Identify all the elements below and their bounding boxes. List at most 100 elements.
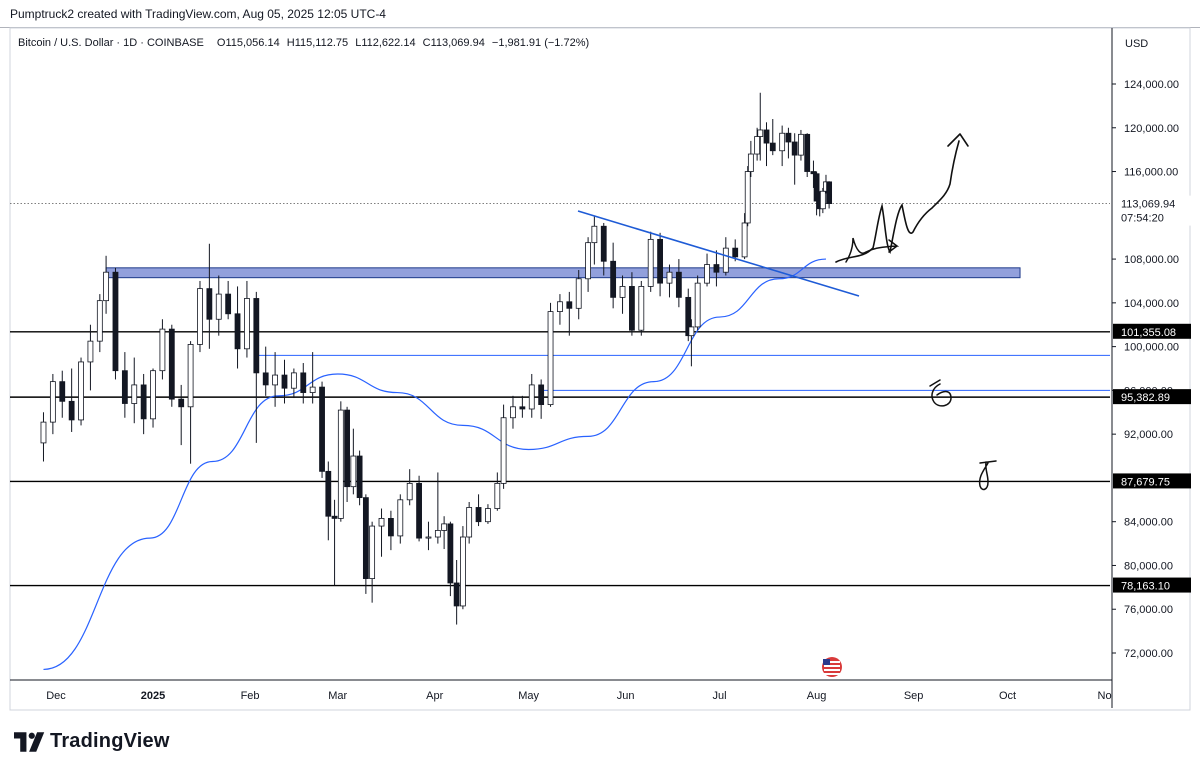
candle-73 [675, 259, 682, 308]
candle-47 [447, 521, 454, 597]
candle-body-down [319, 386, 325, 472]
candle-body-down [600, 225, 607, 262]
candle-52 [485, 504, 491, 524]
projection-arrow-head [947, 133, 969, 147]
candle-body-down [59, 381, 66, 402]
candle-body-down [362, 497, 369, 579]
candle-body-down [416, 482, 422, 539]
candle-body-up [244, 298, 250, 350]
candle-49 [459, 526, 466, 610]
candle-41 [397, 494, 404, 544]
brand[interactable]: TradingView [14, 730, 170, 753]
price-tag-bg [1113, 195, 1191, 226]
candle-body-up [49, 381, 56, 423]
candle-45 [434, 472, 441, 544]
candle-body-up [397, 499, 404, 537]
candle-body-up [131, 384, 138, 404]
candle-14 [168, 324, 175, 407]
candle-body-down [453, 582, 460, 607]
candle-17 [197, 280, 203, 353]
chart-border [9, 27, 1191, 711]
level-tag-1: 101,355.08 [1113, 323, 1191, 339]
small-arrow-scribble [845, 237, 900, 263]
low-value: 112,622.14 [361, 37, 416, 49]
footer: TradingView [0, 720, 1200, 771]
low-key: L [355, 37, 362, 49]
candle-body-down [538, 384, 545, 406]
time-tick-label: May [518, 690, 539, 702]
symbol-label[interactable]: Bitcoin / U.S. Dollar · 1D · COINBASE [18, 37, 204, 49]
candle-59 [547, 302, 554, 407]
candle-body-up [309, 386, 316, 393]
candle-11 [140, 373, 147, 435]
candle-1 [49, 373, 56, 435]
candle-4 [78, 357, 84, 426]
candle-body-down [763, 129, 770, 144]
candle-body-up [647, 238, 654, 287]
candle-50 [466, 501, 473, 544]
candle-68 [629, 272, 635, 336]
price-tag-bg [1113, 577, 1191, 593]
candle-76 [694, 275, 701, 331]
candle-98 [826, 181, 833, 209]
candle-26 [281, 359, 288, 404]
candle-body-down [610, 260, 617, 298]
candle-90 [791, 133, 798, 185]
candle-53 [494, 472, 501, 511]
candle-24 [262, 346, 269, 396]
candle-body-up [78, 361, 84, 421]
squiggle-mark-2 [978, 460, 997, 491]
ohlc-legend: Bitcoin / U.S. Dollar · 1D · COINBASE O 1… [18, 37, 589, 49]
open-key: O [216, 37, 226, 49]
plot-area [10, 92, 1110, 671]
candle-body-up [500, 417, 507, 484]
time-tick-label: Feb [241, 690, 260, 702]
time-tick-label: Mar [328, 690, 347, 702]
candle-46 [441, 516, 448, 550]
candle-body-down [253, 298, 260, 374]
candle-19 [215, 275, 222, 336]
candle-body-down [804, 133, 811, 172]
candle-body-down [225, 293, 232, 315]
candle-33 [337, 401, 344, 522]
currency-label[interactable]: USD [1125, 38, 1149, 50]
candle-body-down [331, 515, 338, 519]
candle-body-down [675, 271, 682, 298]
candle-31 [325, 461, 332, 541]
candle-8 [112, 267, 119, 380]
flag-stripe [824, 673, 840, 675]
projection-scribble [835, 140, 960, 263]
candle-body-down [344, 409, 350, 488]
candle-body-down [657, 238, 663, 284]
high-value: 115,112.75 [294, 37, 349, 49]
candle-body-up [575, 278, 582, 309]
candle-body-up [528, 384, 535, 410]
level-tag-3: 87,679.75 [1113, 473, 1191, 489]
candle-23 [253, 291, 260, 443]
resistance-zone [105, 267, 1021, 279]
candle-body-down [206, 288, 213, 320]
candle-51 [475, 494, 482, 527]
candle-body-down [68, 400, 75, 421]
candle-2 [59, 370, 66, 418]
flag-stripe [824, 665, 840, 667]
candle-80 [732, 239, 739, 262]
candle-44 [425, 521, 432, 551]
candle-75 [688, 319, 695, 367]
candle-48 [453, 559, 460, 625]
price-tag-value: 87,679.75 [1121, 476, 1170, 488]
candle-0 [40, 412, 47, 462]
candle-22 [244, 280, 250, 358]
candle-body-down [826, 181, 833, 205]
level-tag-2: 95,382.89 [1113, 389, 1191, 405]
price-tick-label: 116,000.00 [1124, 167, 1178, 179]
time-tick-label: 2025 [141, 690, 165, 702]
candle-10 [131, 357, 138, 424]
candle-body-down [262, 372, 269, 386]
price-chart[interactable]: 124,000.00 120,000.00 116,000.00 108,000.00… [0, 0, 1200, 720]
price-tick-label: 92,000.00 [1124, 429, 1173, 441]
candle-body-up [369, 525, 376, 579]
candle-84 [754, 127, 761, 161]
candle-32 [331, 499, 338, 586]
candle-85 [757, 92, 764, 161]
